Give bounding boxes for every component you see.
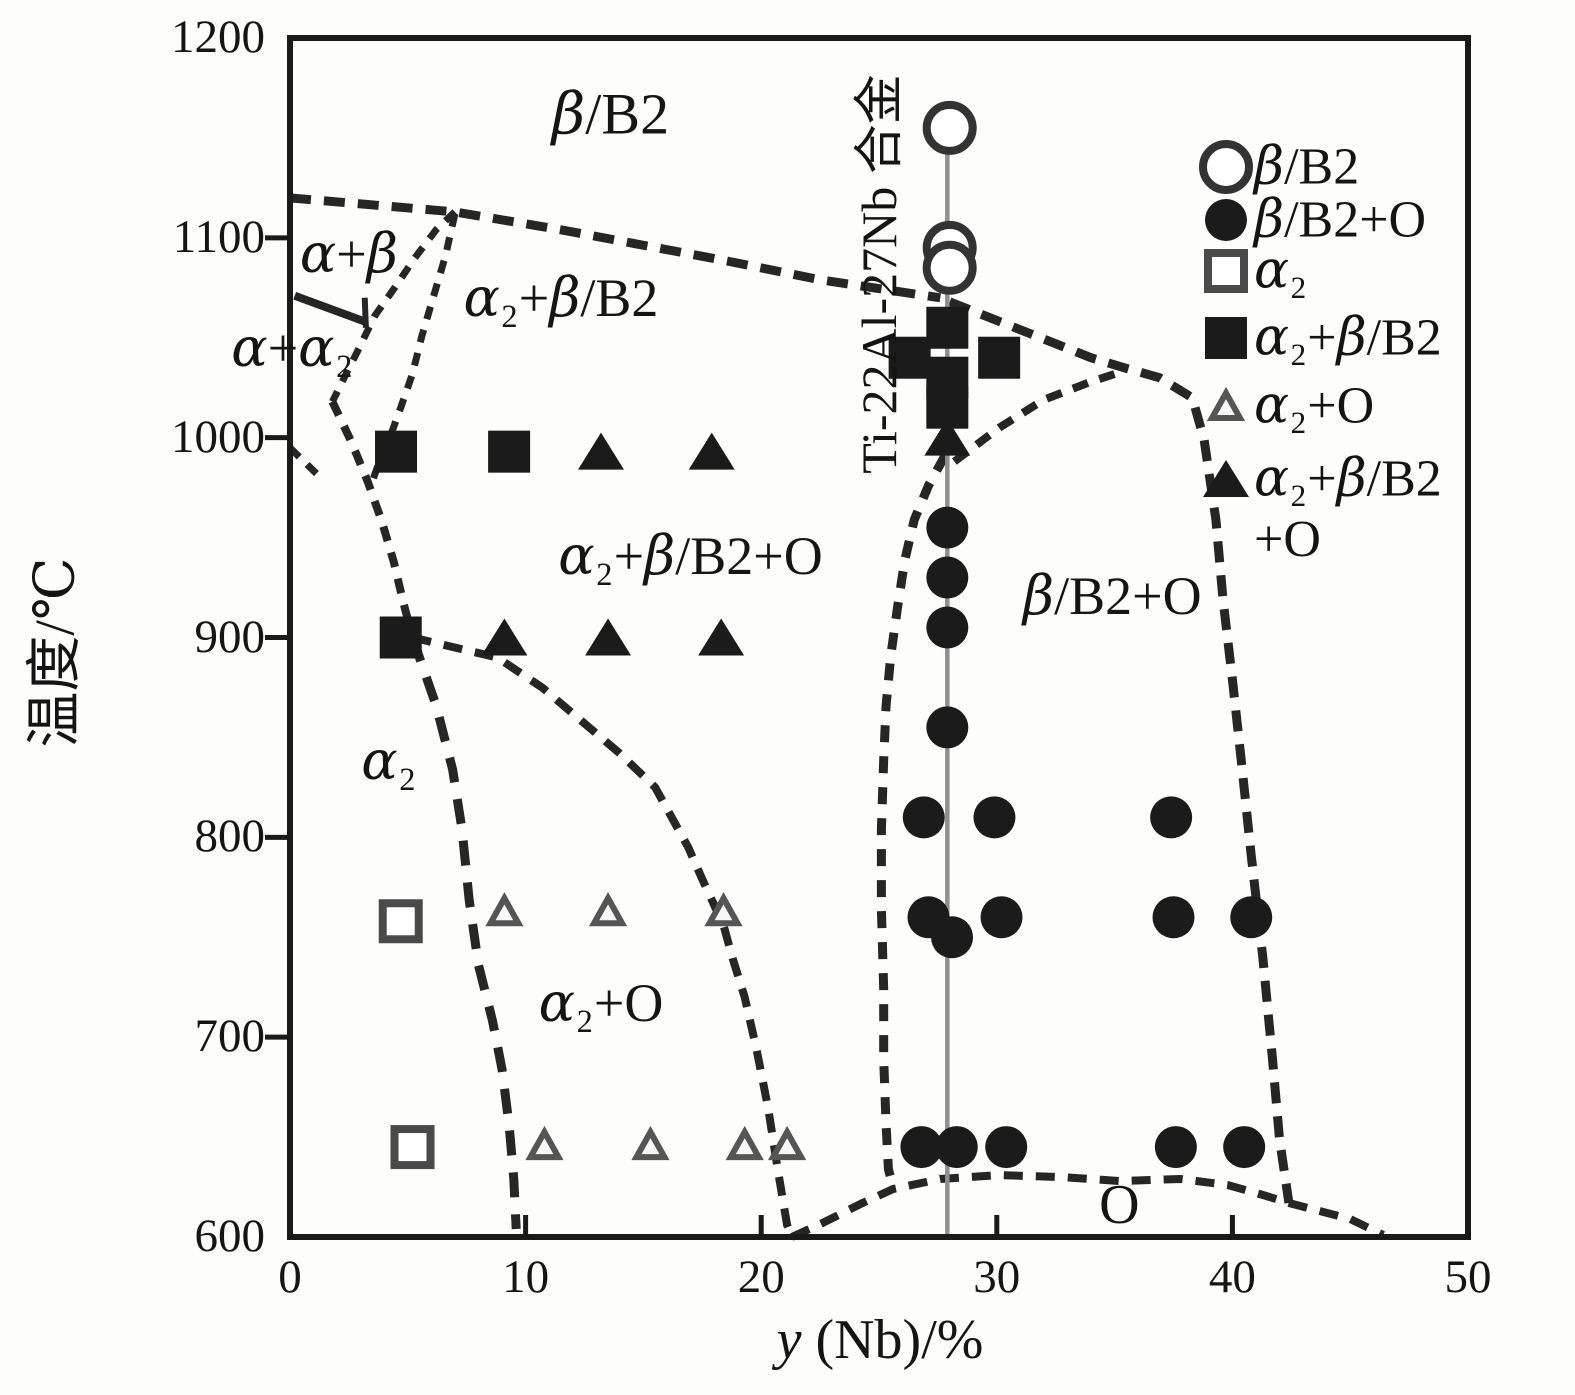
y-tick-label-1200: 1200	[171, 11, 265, 63]
data-point-square-filled	[375, 430, 418, 473]
region-alpha-alpha2-label: α+α₂	[231, 315, 354, 379]
data-point-square-filled	[978, 336, 1021, 379]
y-tick-label-800: 800	[194, 810, 266, 863]
legend-marker-square-open	[1204, 249, 1248, 293]
region-alpha-beta-label: α+β	[299, 221, 398, 285]
phase-boundary-alpha-solidus-solid-line	[293, 292, 367, 326]
data-point-triangle-open	[704, 892, 743, 927]
data-point-circle-filled	[931, 916, 974, 959]
data-point-triangle-filled	[924, 418, 971, 456]
data-point-circle-filled	[1230, 896, 1273, 939]
phase-boundary-alpha2-O-upper-boundary	[411, 633, 796, 1239]
data-point-circle-filled	[926, 506, 969, 549]
legend-marker-triangle-open	[1206, 386, 1246, 421]
legend-label-square-open: α₂	[1254, 240, 1308, 301]
legend-marker-circle-open	[1199, 140, 1253, 194]
legend-label-triangle-filled: α₂+β/B2	[1254, 448, 1442, 509]
region-alpha2-beta-b2-label: α₂+β/B2	[463, 265, 659, 329]
data-point-triangle-open	[525, 1125, 564, 1161]
region-beta-b2-o-label: β/B2+O	[1022, 563, 1202, 627]
data-point-square-filled	[379, 616, 422, 659]
x-tick-label-0: 0	[278, 1251, 302, 1303]
phase-boundary-alpha-solidus-end-tick	[361, 297, 369, 328]
data-point-circle-filled	[926, 606, 969, 649]
x-tick-label-10: 10	[502, 1251, 550, 1303]
x-tick-label-20: 20	[737, 1251, 785, 1303]
legend-label-square-filled: α₂+β/B2	[1254, 307, 1442, 368]
region-alpha2-beta-b2-o-label: α₂+β/B2+O	[558, 523, 823, 587]
data-point-triangle-open	[767, 1125, 807, 1161]
data-point-circle-filled	[1152, 896, 1195, 939]
legend-marker-triangle-filled	[1203, 460, 1249, 497]
legend-label-triangle-open: α₂+O	[1254, 375, 1375, 436]
phase-boundary-alpha-alpha2-axis-stub	[287, 445, 324, 481]
data-point-square-filled	[488, 430, 531, 473]
data-point-circle-filled	[902, 796, 945, 839]
data-point-triangle-filled	[577, 432, 624, 470]
data-point-triangle-open	[725, 1125, 764, 1161]
data-point-circle-open	[922, 100, 977, 155]
x-tick-label-40: 40	[1208, 1251, 1256, 1303]
legend-marker-square-filled	[1205, 317, 1247, 359]
data-point-circle-filled	[985, 1126, 1028, 1169]
data-point-triangle-filled	[481, 618, 528, 656]
x-tick-label-30: 30	[973, 1251, 1021, 1303]
data-point-triangle-open	[588, 892, 628, 927]
data-point-circle-filled	[935, 1126, 978, 1169]
data-point-circle-filled	[1223, 1126, 1266, 1169]
legend-marker-circle-filled	[1205, 199, 1247, 241]
region-alpha2-label: α₂	[361, 729, 417, 793]
phase-boundary-beta-b2-O-left-boundary	[876, 453, 949, 1189]
y-tick-label-1100: 1100	[172, 210, 265, 263]
data-point-triangle-filled	[688, 432, 735, 470]
region-alpha2-o-label: α₂+O	[538, 971, 664, 1035]
data-point-circle-filled	[926, 706, 969, 749]
y-tick-label-900: 900	[194, 610, 266, 663]
phase-boundary-alpha2-right-boundary	[408, 636, 521, 1230]
phase-boundary-dome-upper-and-right-boundary	[948, 297, 1294, 1204]
x-axis-title: y (Nb)/%	[690, 1308, 1070, 1372]
phase-boundary-beta-transus-upper	[289, 193, 941, 303]
y-tick-label-1000: 1000	[171, 410, 265, 463]
data-point-circle-open	[922, 240, 977, 295]
region-beta-b2-label: β/B2	[551, 79, 670, 148]
region-o-label: O	[1099, 1174, 1140, 1237]
data-point-triangle-open	[485, 892, 524, 927]
x-tick-label-50: 50	[1444, 1251, 1492, 1303]
phase-boundary-O-region-upper-boundary	[790, 1171, 1385, 1241]
x-axis-title-italic: y	[776, 1309, 802, 1371]
data-point-circle-filled	[900, 1126, 943, 1169]
data-point-circle-filled	[980, 896, 1023, 939]
y-tick-label-700: 700	[194, 1010, 266, 1063]
alloy-composition-label: Ti-22Al-27Nb 合金	[851, 74, 907, 474]
legend-label-circle-filled: β/B2+O	[1254, 189, 1427, 250]
phase-boundary-dome-lower	[951, 367, 1123, 465]
data-point-triangle-filled	[698, 618, 745, 656]
data-point-circle-filled	[973, 796, 1016, 839]
data-point-square-filled	[888, 336, 931, 379]
data-point-circle-filled	[926, 556, 969, 599]
data-point-square-open	[390, 1125, 435, 1170]
data-point-circle-filled	[1150, 796, 1193, 839]
phase-boundary-alpha-beta-right	[366, 213, 459, 489]
data-point-square-filled	[926, 306, 969, 349]
legend-label-triangle-filled-line2: +O	[1254, 511, 1321, 568]
y-tick-label-600: 600	[194, 1210, 266, 1262]
data-point-triangle-open	[631, 1125, 670, 1161]
data-point-square-open	[378, 899, 423, 944]
phase-boundary-alpha-beta-left	[329, 209, 458, 404]
x-axis-title-rest: (Nb)/%	[801, 1309, 984, 1371]
legend-label-circle-open: β/B2	[1254, 136, 1360, 197]
data-point-circle-filled	[1154, 1126, 1197, 1169]
data-point-triangle-filled	[585, 618, 632, 656]
